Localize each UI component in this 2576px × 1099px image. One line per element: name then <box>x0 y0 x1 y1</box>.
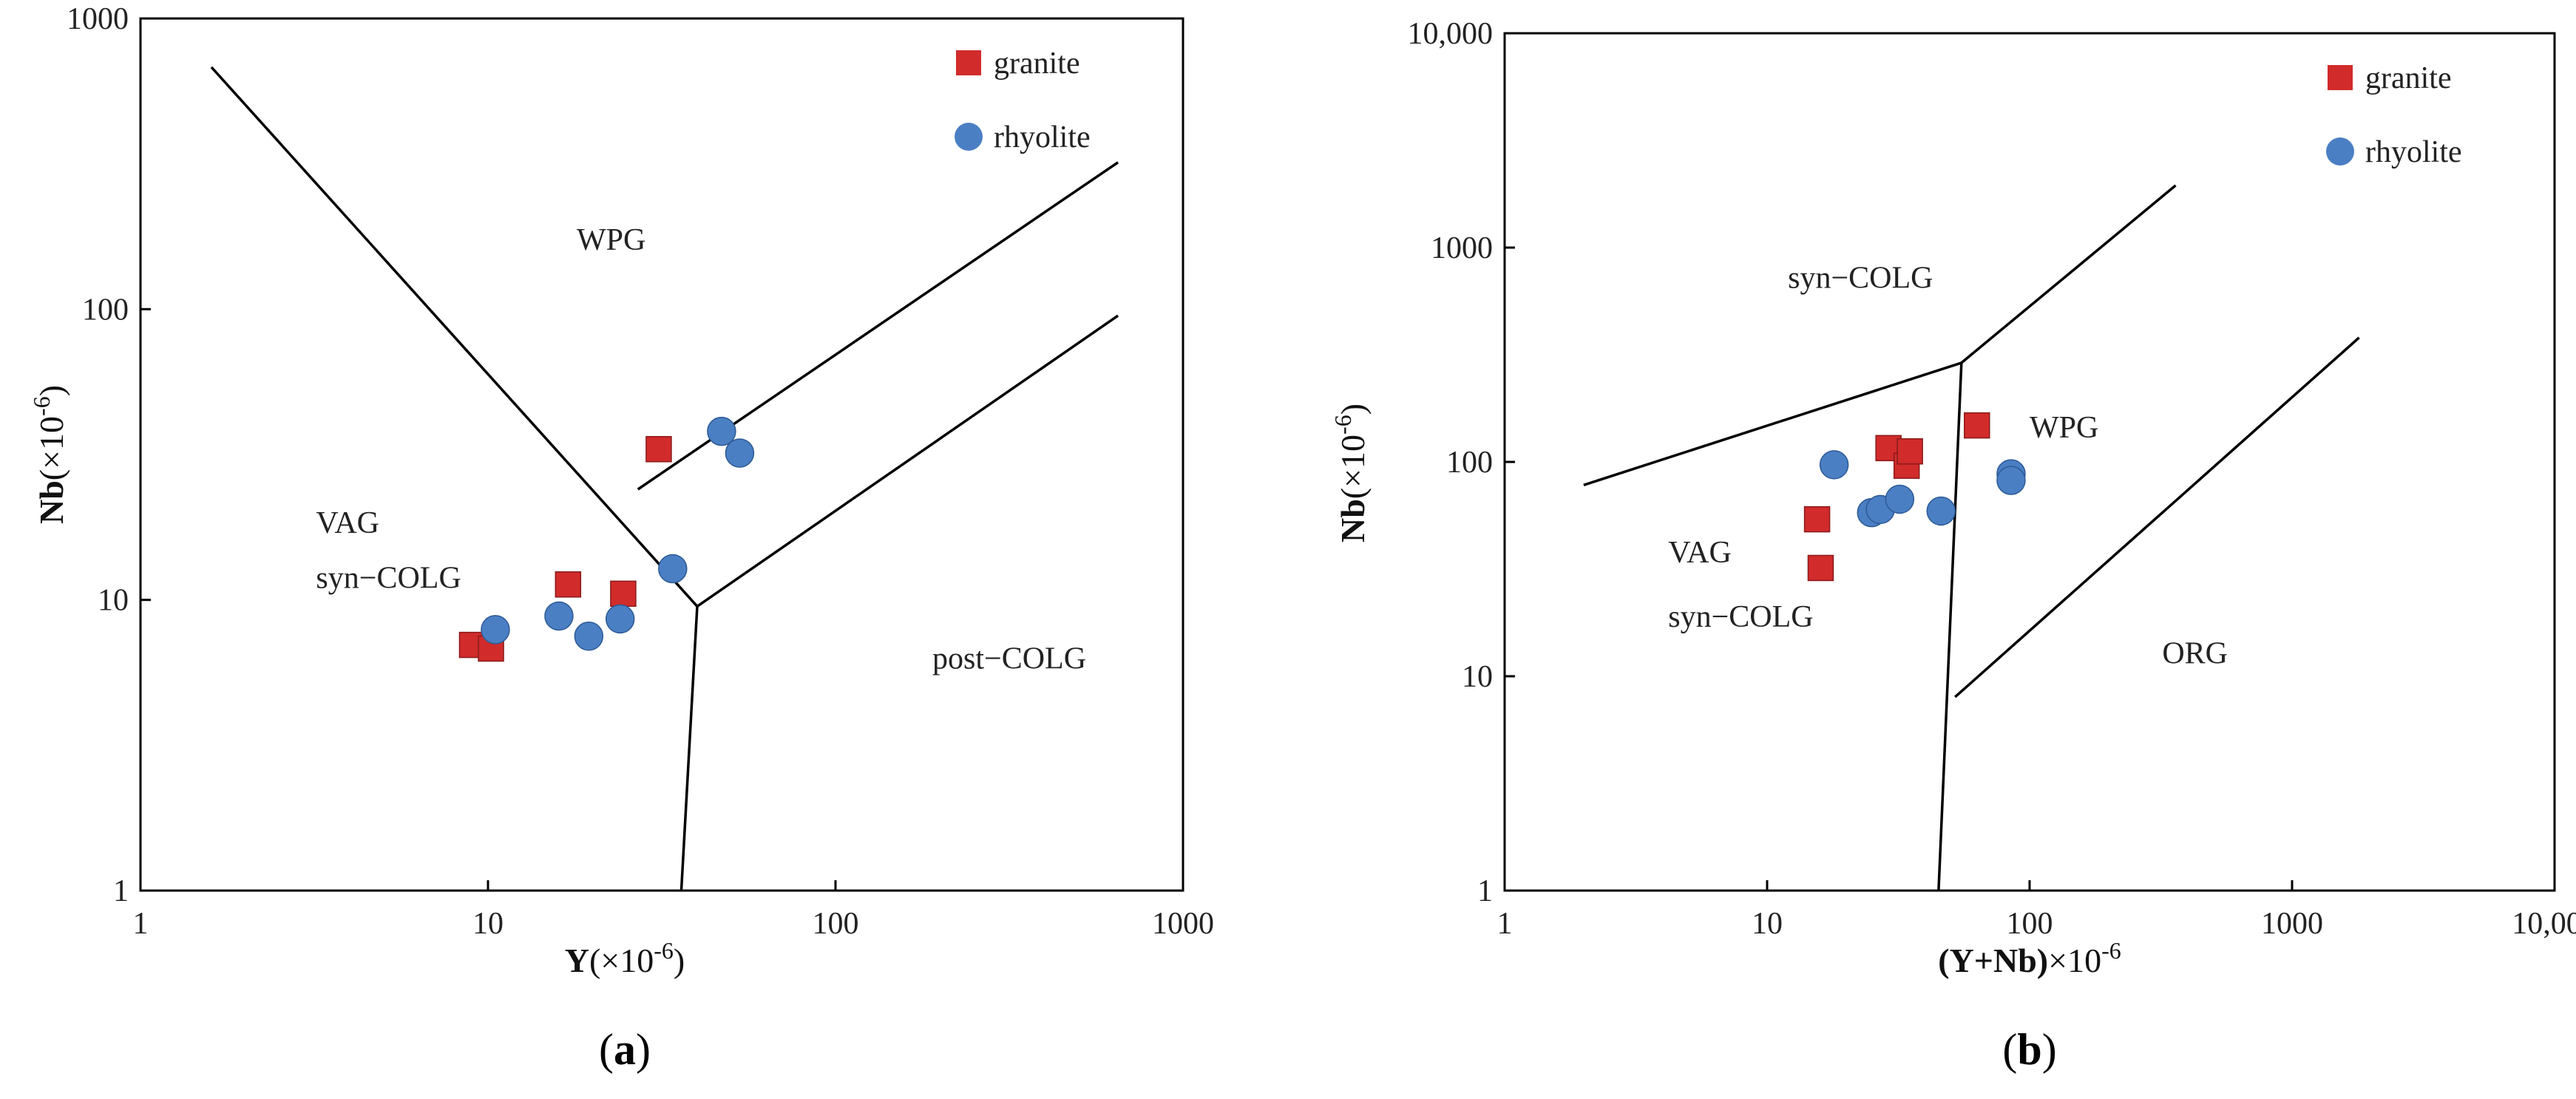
legend-marker-rhyolite <box>955 123 983 151</box>
region-label: post−COLG <box>932 642 1086 676</box>
x-tick-label: 1 <box>1497 907 1513 941</box>
data-point-rhyolite <box>658 554 688 584</box>
region-label: WPG <box>577 223 645 257</box>
field-boundary-line <box>210 66 699 608</box>
x-tick-label: 1000 <box>1152 907 1214 941</box>
y-axis-label: Nb(×10-6) <box>1329 404 1372 542</box>
x-tick-label: 1000 <box>2261 907 2323 941</box>
plot-frame <box>139 17 1184 892</box>
data-point-rhyolite <box>1996 466 2026 495</box>
x-tick-label: 100 <box>2007 907 2053 941</box>
x-axis-label: (Y+Nb)×10-6 <box>1938 937 2121 979</box>
x-tick-label: 10,000 <box>2512 907 2576 941</box>
y-tick-label: 100 <box>82 293 129 327</box>
region-label: syn−COLG <box>1788 261 1933 295</box>
data-point-granite <box>1897 438 1923 465</box>
y-tick-label: 1000 <box>1431 231 1493 265</box>
field-boundary-line <box>1954 336 2360 698</box>
y-tick-label: 1000 <box>67 2 129 36</box>
y-tick-label: 10 <box>98 584 129 618</box>
panel-caption: (a) <box>599 1025 651 1074</box>
region-label: syn−COLG <box>1668 600 1813 634</box>
x-axis-label: Y(×10-6) <box>565 937 685 979</box>
data-point-rhyolite <box>707 416 736 446</box>
y-tick-label: 1 <box>1477 874 1493 908</box>
data-point-rhyolite <box>725 438 755 468</box>
x-tick-label: 100 <box>813 907 859 941</box>
y-tick-label: 100 <box>1446 446 1493 480</box>
legend-marker-rhyolite <box>2326 137 2354 166</box>
legend-marker-granite <box>956 50 981 75</box>
data-point-granite <box>1807 554 1834 582</box>
field-boundary-line <box>1583 361 1962 486</box>
region-label: WPG <box>2030 411 2098 445</box>
legend-label-granite: granite <box>2365 61 2452 95</box>
panel-caption: (b) <box>2002 1025 2056 1074</box>
data-point-rhyolite <box>1819 450 1849 480</box>
data-point-granite <box>610 580 637 608</box>
y-tick-label: 10 <box>1462 660 1493 694</box>
data-point-rhyolite <box>1926 496 1956 526</box>
field-boundary-line <box>1960 184 2177 364</box>
chart-panel-b: 1 10 100 1000 10,000 1 10 100 1000 10,000 syn−COLG… <box>1329 17 2576 1074</box>
field-boundary-line <box>1937 362 1963 891</box>
y-tick-label: 10,000 <box>1408 17 1494 51</box>
data-point-rhyolite <box>605 604 635 634</box>
data-point-granite <box>1803 506 1831 533</box>
legend-marker-granite <box>2328 65 2353 90</box>
region-label: VAG <box>316 506 379 540</box>
region-label: ORG <box>2162 636 2228 670</box>
field-boundary-line <box>637 161 1119 491</box>
field-boundary-line <box>679 606 699 891</box>
data-point-granite <box>645 435 672 463</box>
x-tick-label: 1 <box>133 907 149 941</box>
x-tick-label: 10 <box>1752 907 1783 941</box>
data-point-granite <box>555 571 582 598</box>
data-point-granite <box>1964 412 1990 439</box>
legend-label-granite: granite <box>994 47 1080 81</box>
data-point-rhyolite <box>481 615 510 644</box>
y-tick-label: 1 <box>113 874 129 908</box>
region-label: VAG <box>1668 536 1732 570</box>
x-tick-label: 10 <box>472 907 504 941</box>
region-label: syn−COLG <box>316 561 461 595</box>
field-boundary-line <box>696 314 1119 608</box>
legend-label-rhyolite: rhyolite <box>2365 135 2462 169</box>
data-point-rhyolite <box>1885 484 1915 514</box>
data-point-rhyolite <box>544 601 574 631</box>
data-point-rhyolite <box>574 622 604 651</box>
chart-panel-a: 1 10 100 1000 1 10 100 1000 WPG VAG syn−COLG post−C… <box>28 2 1214 1074</box>
legend-label-rhyolite: rhyolite <box>994 120 1091 154</box>
y-axis-label: Nb(×10-6) <box>28 385 70 524</box>
